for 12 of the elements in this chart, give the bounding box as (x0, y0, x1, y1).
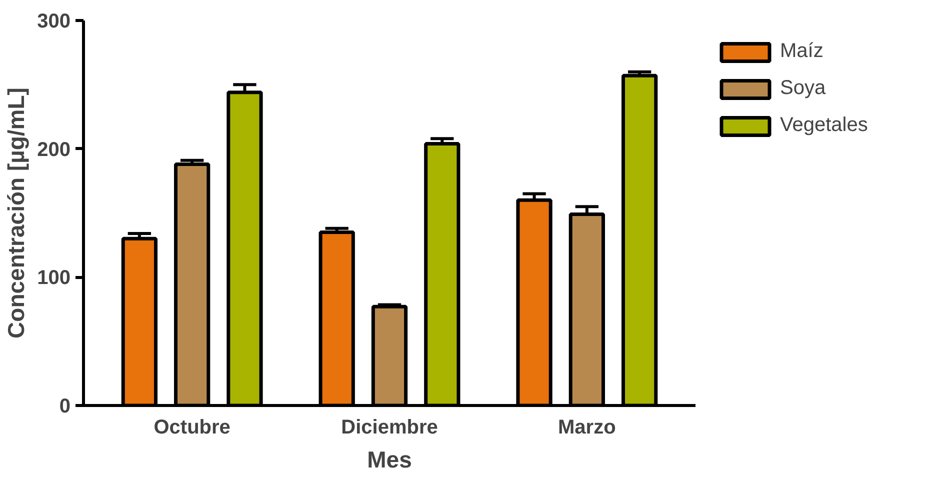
y-tick-label: 300 (37, 10, 71, 32)
y-tick-label: 0 (59, 396, 70, 418)
y-tick-label: 100 (37, 267, 71, 290)
y-axis-title: Concentración [µg/mL] (3, 88, 30, 338)
x-tick-label: Octubre (154, 416, 230, 438)
legend-label: Soya (780, 77, 826, 100)
x-axis-title: Mes (367, 446, 412, 472)
legend-label: Vegetales (780, 114, 868, 137)
x-tick-label: Diciembre (341, 416, 438, 438)
x-tick-label: Marzo (558, 416, 616, 438)
y-tick-label: 200 (37, 138, 71, 161)
legend-label: Maíz (780, 40, 824, 63)
